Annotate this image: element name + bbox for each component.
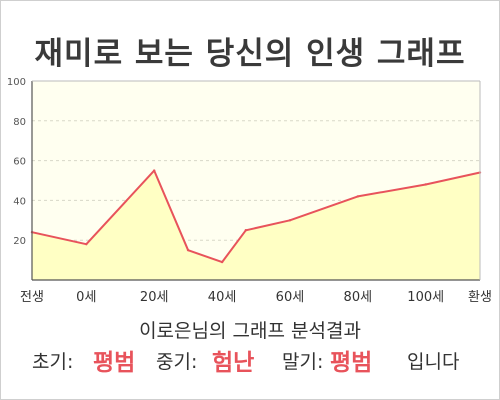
- data-point-1: [85, 242, 88, 246]
- data-area-fill: [32, 170, 480, 280]
- y-tick-label: 60: [13, 157, 26, 168]
- data-point-5: [244, 229, 248, 232]
- x-tick-label: 환생: [468, 290, 492, 305]
- data-series-line: [31, 169, 481, 264]
- mid-value: 험난: [212, 350, 255, 376]
- y-tick-label: 20: [13, 236, 26, 247]
- y-tick-labels: 20 40 60 80 100: [7, 77, 26, 247]
- analysis-subtitle: 이로은님의 그래프 분석결과: [139, 320, 361, 342]
- x-tick-labels: 전생 0세 20세 40세 60세 80세 100세 환생: [20, 290, 492, 305]
- data-area-layer: [30, 169, 482, 280]
- data-point-3: [186, 248, 190, 252]
- data-point-2: [152, 169, 156, 172]
- late-label: 말기:: [282, 351, 324, 373]
- ending-text: 입니다: [407, 351, 460, 373]
- x-tick-label: 100세: [407, 290, 444, 305]
- data-point-4: [220, 260, 224, 264]
- data-point-8: [424, 183, 427, 186]
- x-tick-label: 40세: [208, 290, 237, 305]
- phase-summary: 초기: 평범 중기: 험난 말기: 평범 입니다: [0, 345, 500, 381]
- late-value: 평범: [330, 350, 373, 376]
- early-label: 초기:: [32, 351, 74, 373]
- early-value: 평범: [93, 350, 136, 376]
- x-tick-label: 20세: [140, 290, 169, 305]
- x-tick-label: 0세: [76, 290, 96, 305]
- data-point-6: [288, 219, 292, 222]
- y-tick-label: 100: [7, 77, 26, 88]
- data-point-7: [356, 195, 360, 198]
- x-tick-label: 전생: [20, 290, 44, 305]
- y-tick-label: 40: [13, 196, 26, 207]
- y-tick-label: 80: [13, 117, 26, 128]
- mid-label: 중기:: [156, 351, 198, 373]
- x-tick-label: 60세: [276, 290, 305, 305]
- chart-title: 재미로 보는 당신의 인생 그래프: [34, 36, 466, 72]
- x-tick-label: 80세: [344, 290, 373, 305]
- axes: [31, 80, 481, 281]
